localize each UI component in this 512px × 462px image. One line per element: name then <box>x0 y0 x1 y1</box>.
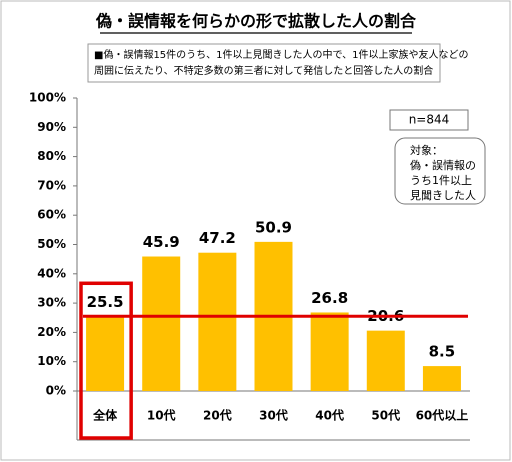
y-tick-label: 40% <box>37 266 66 280</box>
data-label: 25.5 <box>87 293 124 311</box>
annotation: うち1件以上 <box>410 174 472 187</box>
data-label: 50.9 <box>255 218 292 236</box>
subtitle-box <box>87 43 441 83</box>
data-label: 26.8 <box>311 289 348 307</box>
y-tick-label: 70% <box>37 178 66 192</box>
chart-title: 偽・誤情報を何らかの形で拡散した人の割合 <box>95 12 417 31</box>
annotation-box <box>394 137 486 205</box>
x-tick-label: 10代 <box>147 408 176 423</box>
highlight-box <box>79 281 133 440</box>
annotation: 対象： <box>410 143 443 157</box>
x-tick-label: 20代 <box>203 408 232 423</box>
x-tick-label: 全体 <box>92 408 118 423</box>
subtitle: 周囲に伝えたり、不特定多数の第三者に対して発信したと回答した人の割合 <box>94 64 433 77</box>
sample-box <box>389 109 469 131</box>
x-tick-label: 30代 <box>259 408 288 423</box>
y-tick-label: 60% <box>37 208 66 222</box>
data-label: 8.5 <box>429 343 456 361</box>
y-tick-label: 90% <box>37 120 66 134</box>
bar <box>142 256 181 391</box>
annotation: 見聞きした人 <box>410 189 476 202</box>
y-tick-label: 10% <box>37 354 66 368</box>
y-tick-label: 100% <box>29 91 66 105</box>
bar <box>422 366 461 391</box>
y-tick-label: 0% <box>46 384 66 398</box>
subtitle: ■偽・誤情報15件のうち、1件以上見聞きした人の中で、1件以上家族や友人などの <box>94 48 469 61</box>
sample-size: n=844 <box>409 113 450 127</box>
y-tick-label: 30% <box>37 296 66 310</box>
bar <box>310 312 349 391</box>
y-tick-label: 80% <box>37 149 66 163</box>
bar <box>86 316 125 391</box>
x-tick-label: 50代 <box>371 408 400 423</box>
x-tick-label: 40代 <box>315 408 344 423</box>
y-tick-label: 20% <box>37 325 66 339</box>
data-label: 47.2 <box>199 229 236 247</box>
data-label: 45.9 <box>143 233 180 251</box>
x-tick-label: 60代以上 <box>416 408 469 423</box>
annotation: 偽・誤情報の <box>410 158 476 172</box>
bar <box>366 330 405 391</box>
y-tick-label: 50% <box>37 237 66 251</box>
bar <box>198 252 237 391</box>
